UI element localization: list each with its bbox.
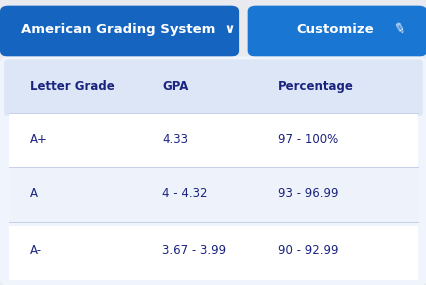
Bar [9, 226, 417, 280]
Text: A-: A- [30, 244, 42, 257]
Bar [9, 168, 417, 222]
Text: A: A [30, 187, 38, 200]
Text: 3.67 - 3.99: 3.67 - 3.99 [162, 244, 226, 257]
Text: ✎: ✎ [391, 21, 406, 38]
Text: 97 - 100%: 97 - 100% [277, 133, 337, 146]
FancyBboxPatch shape [247, 6, 426, 56]
Text: American Grading System  ∨: American Grading System ∨ [21, 23, 235, 36]
Text: 4 - 4.32: 4 - 4.32 [162, 187, 207, 200]
Text: Customize: Customize [296, 23, 374, 36]
FancyBboxPatch shape [4, 59, 422, 116]
Text: GPA: GPA [162, 80, 188, 93]
FancyBboxPatch shape [0, 6, 239, 56]
Text: 90 - 92.99: 90 - 92.99 [277, 244, 337, 257]
Text: A+: A+ [30, 133, 48, 146]
Text: Percentage: Percentage [277, 80, 353, 93]
Text: 4.33: 4.33 [162, 133, 188, 146]
FancyBboxPatch shape [0, 56, 426, 285]
Bar [9, 113, 417, 167]
Text: 93 - 96.99: 93 - 96.99 [277, 187, 337, 200]
Text: Letter Grade: Letter Grade [30, 80, 114, 93]
